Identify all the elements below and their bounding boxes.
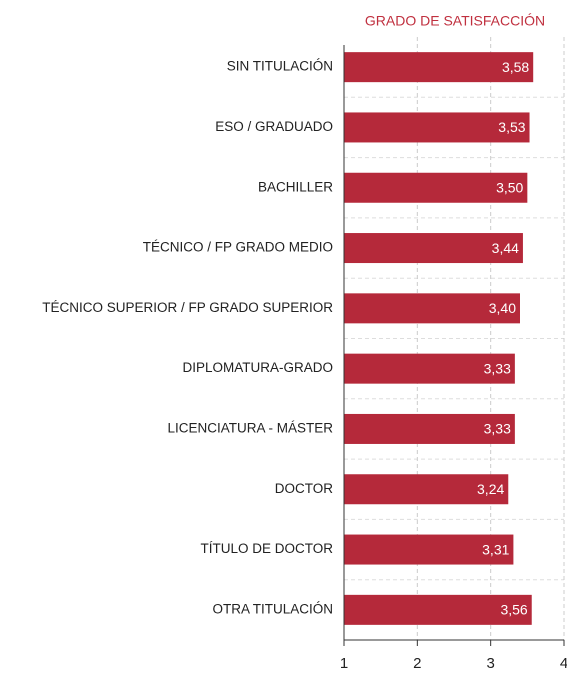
y-tick-label: OTRA TITULACIÓN <box>212 601 333 616</box>
bar <box>344 172 528 203</box>
chart-title: GRADO DE SATISFACCIÓN <box>365 13 545 29</box>
bar <box>344 293 520 324</box>
bar <box>344 474 509 505</box>
value-label: 3,58 <box>502 59 529 75</box>
y-tick-label: ESO / GRADUADO <box>215 119 333 134</box>
y-tick-label: BACHILLER <box>258 179 333 194</box>
y-tick-label: SIN TITULACIÓN <box>227 59 333 74</box>
y-tick-label: DIPLOMATURA-GRADO <box>182 360 333 375</box>
bar <box>344 413 515 444</box>
bar <box>344 52 534 83</box>
x-tick-label: 1 <box>340 655 348 672</box>
bar <box>344 233 523 264</box>
x-tick-label: 2 <box>413 655 421 672</box>
bar <box>344 534 514 565</box>
bar <box>344 353 515 384</box>
value-label: 3,31 <box>482 541 509 557</box>
value-label: 3,44 <box>492 240 519 256</box>
value-label: 3,50 <box>496 179 523 195</box>
y-tick-label: TÍTULO DE DOCTOR <box>200 541 333 556</box>
bar <box>344 594 532 625</box>
y-tick-label: LICENCIATURA - MÁSTER <box>167 421 333 436</box>
y-tick-label: TÉCNICO / FP GRADO MEDIO <box>143 240 333 255</box>
value-label: 3,56 <box>500 602 527 618</box>
value-label: 3,53 <box>498 119 525 135</box>
value-label: 3,40 <box>489 300 516 316</box>
value-label: 3,24 <box>477 481 504 497</box>
bar <box>344 112 530 143</box>
y-tick-label: TÉCNICO SUPERIOR / FP GRADO SUPERIOR <box>42 300 333 315</box>
value-label: 3,33 <box>484 360 511 376</box>
y-tick-label: DOCTOR <box>275 481 334 496</box>
x-tick-label: 4 <box>560 655 567 672</box>
x-tick-label: 3 <box>486 655 494 672</box>
value-label: 3,33 <box>484 421 511 437</box>
